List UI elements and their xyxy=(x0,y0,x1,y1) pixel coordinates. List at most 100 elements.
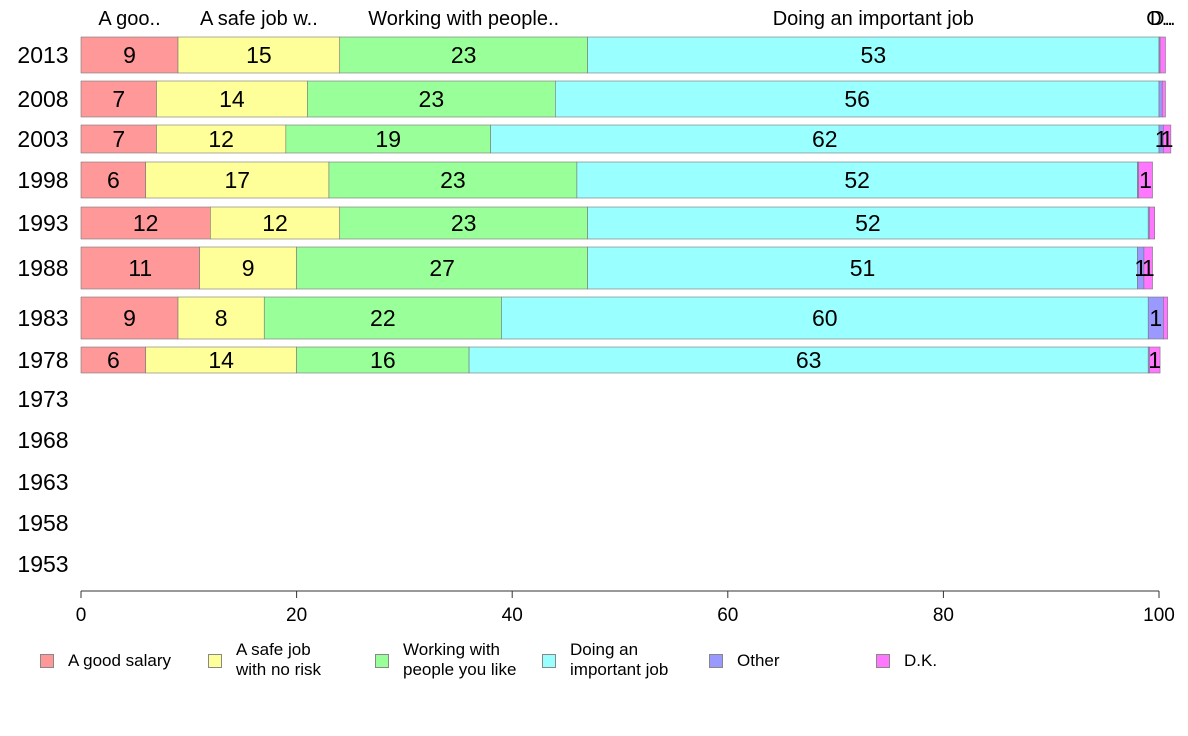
bar-segment xyxy=(199,246,297,290)
data-label: 1 xyxy=(1149,305,1162,331)
series-top-label: A safe job w.. xyxy=(200,8,318,30)
bar-segment xyxy=(80,124,157,154)
bar-segment xyxy=(1148,206,1155,240)
bar-segment xyxy=(587,36,1160,74)
data-label: 1 xyxy=(1142,255,1155,281)
y-tick-label: 1978 xyxy=(17,347,68,373)
data-label: 27 xyxy=(429,255,455,281)
bar-segment xyxy=(80,246,200,290)
data-label: 1 xyxy=(1155,126,1168,152)
data-label: 52 xyxy=(855,210,881,236)
y-tick-label: 1998 xyxy=(17,167,68,193)
x-tick-label: 40 xyxy=(502,605,523,626)
series-top-label: A goo.. xyxy=(98,8,160,30)
legend-swatch xyxy=(40,654,54,668)
series-top-label: Doing an important job xyxy=(773,8,974,30)
y-tick-label: 1968 xyxy=(17,427,68,453)
data-label: 23 xyxy=(419,86,445,112)
y-tick-label: 1988 xyxy=(17,255,68,281)
data-label: 9 xyxy=(123,305,136,331)
bar-segment xyxy=(80,80,157,118)
bar-segment xyxy=(1148,346,1161,374)
data-label: 63 xyxy=(796,347,822,373)
top-series-labels: A goo.. A safe job w.. Working with people… xyxy=(98,8,1175,30)
bar-segment xyxy=(156,124,287,154)
bar-segment xyxy=(1158,80,1163,118)
y-tick-label: 2003 xyxy=(17,126,68,152)
series-top-label: O.. xyxy=(1146,8,1173,30)
data-label: 12 xyxy=(262,210,288,236)
data-label: 6 xyxy=(107,347,120,373)
stacked-bar-chart: A goo.. A safe job w.. Working with people… xyxy=(17,8,1175,626)
data-label: 15 xyxy=(246,42,272,68)
data-label: 7 xyxy=(112,126,125,152)
x-tick-label: 60 xyxy=(717,605,738,626)
data-label: 16 xyxy=(370,347,396,373)
data-label: 1 xyxy=(1134,255,1147,281)
data-label: 1 xyxy=(1139,167,1152,193)
y-tick-label: 2008 xyxy=(17,86,68,112)
bar-segment xyxy=(1163,296,1168,340)
x-axis: 0 20 40 60 80 100 xyxy=(76,590,1175,626)
y-tick-label: 1953 xyxy=(17,551,68,577)
y-tick-label: 1983 xyxy=(17,305,68,331)
y-tick-label: 1973 xyxy=(17,386,68,412)
bar-segment xyxy=(1159,36,1166,74)
legend-swatch xyxy=(542,654,556,668)
data-label: 17 xyxy=(225,167,251,193)
bar-segment xyxy=(490,124,1160,154)
bar-segment xyxy=(1138,161,1153,199)
legend-swatch xyxy=(876,654,890,668)
segment-labels: 9 15 23 537 14 23 567 12 19 62 116 17 23 52 112 12 23 521… xyxy=(107,42,1174,373)
data-label: 53 xyxy=(861,42,887,68)
data-label: 1 xyxy=(1148,347,1161,373)
legend-label: Other xyxy=(737,651,780,670)
legend-label: D.K. xyxy=(904,651,938,670)
data-label: 14 xyxy=(208,347,234,373)
bar-segment xyxy=(307,80,556,118)
data-label: 1 xyxy=(1161,126,1174,152)
bar-segment xyxy=(328,161,578,199)
legend: A good salary A safe job with no risk Work… xyxy=(0,640,1188,700)
bar-segment xyxy=(145,346,297,374)
data-label: 9 xyxy=(123,42,136,68)
data-label: 51 xyxy=(850,255,876,281)
data-label: 52 xyxy=(844,167,870,193)
bar-segment xyxy=(468,346,1149,374)
legend-swatch xyxy=(208,654,222,668)
bar-segment xyxy=(285,124,491,154)
data-label: 12 xyxy=(133,210,159,236)
x-tick-label: 20 xyxy=(286,605,307,626)
x-tick-label: 0 xyxy=(76,605,87,626)
legend-label: Doing an important job xyxy=(570,640,669,679)
data-label: 8 xyxy=(215,305,228,331)
series-top-label: Working with people.. xyxy=(368,8,559,30)
y-tick-label: 1963 xyxy=(17,469,68,495)
bar-segment xyxy=(576,161,1138,199)
bar-segment xyxy=(296,246,588,290)
data-label: 23 xyxy=(451,42,477,68)
legend-swatch xyxy=(375,654,389,668)
bars-group xyxy=(80,36,1172,374)
data-label: 23 xyxy=(451,210,477,236)
data-label: 23 xyxy=(440,167,466,193)
data-label: 9 xyxy=(242,255,255,281)
bar-segment xyxy=(587,206,1149,240)
x-tick-label: 100 xyxy=(1143,605,1175,626)
legend-label: A safe job with no risk xyxy=(236,640,322,679)
data-label: 14 xyxy=(219,86,245,112)
data-label: 19 xyxy=(375,126,401,152)
bar-segment xyxy=(145,161,330,199)
bar-segment xyxy=(587,246,1138,290)
bar-segment xyxy=(80,161,146,199)
legend-swatch xyxy=(709,654,723,668)
bar-segment xyxy=(80,296,179,340)
bar-segment xyxy=(296,346,470,374)
bar-segment xyxy=(80,206,211,240)
legend-label: A good salary xyxy=(68,651,172,670)
y-tick-label: 1993 xyxy=(17,210,68,236)
x-tick-label: 80 xyxy=(933,605,954,626)
data-label: 62 xyxy=(812,126,838,152)
bar-segment xyxy=(177,296,265,340)
data-label: 11 xyxy=(128,255,152,281)
